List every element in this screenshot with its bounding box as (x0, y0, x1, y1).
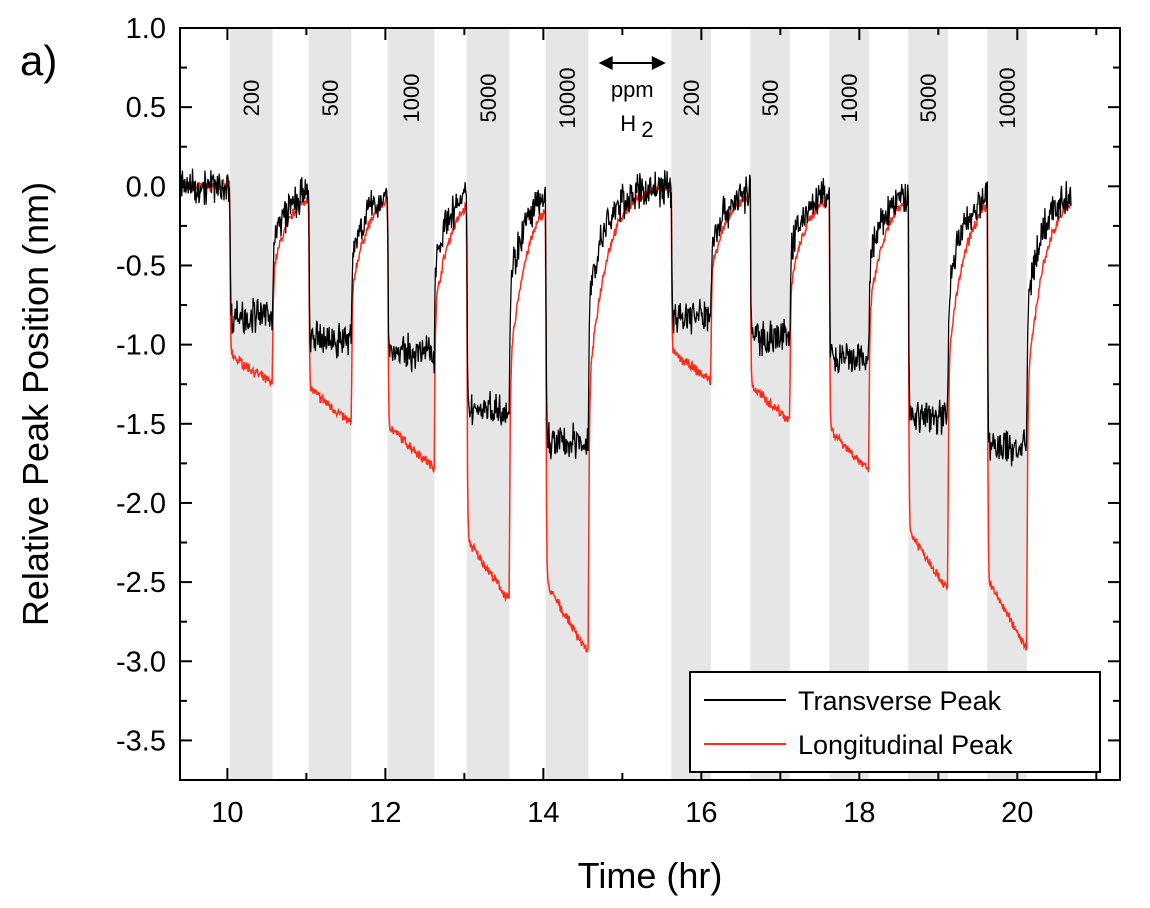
exposure-label: 500 (318, 80, 343, 117)
exposure-band (908, 28, 948, 780)
exposure-band (229, 28, 273, 780)
series-transverse-line (179, 168, 1072, 467)
annotation-gas: H (620, 111, 636, 136)
exposure-label: 200 (239, 80, 264, 117)
arrow-head-left (598, 56, 613, 70)
y-axis-title: Relative Peak Position (nm) (15, 182, 56, 626)
y-tick-label: 1.0 (126, 13, 166, 45)
data-series (179, 168, 1072, 653)
axis-ticks: 10 12 14 16 18 20 1.0 0.5 0.0 -0.5 -1.0 -1.5 -2.0 -2.… (116, 13, 1120, 829)
x-tick-label: 20 (1001, 797, 1033, 829)
y-tick-label: -1.0 (116, 330, 166, 362)
exposure-label: 1000 (399, 74, 424, 123)
exposure-labels: 200 500 1000 5000 10000 200 500 1000 5000 10000 (239, 67, 1020, 128)
exposure-bands (229, 28, 1027, 780)
ppm-h2-annotation: ppm H 2 (598, 56, 666, 142)
exposure-band (545, 28, 589, 780)
y-tick-label: 0.0 (126, 171, 166, 203)
legend-label: Longitudinal Peak (798, 730, 1013, 760)
y-tick-label: -2.5 (116, 567, 166, 599)
plot-frame (179, 27, 1121, 781)
legend-box (689, 671, 1101, 773)
x-tick-label: 14 (527, 797, 559, 829)
x-tick-label: 18 (843, 797, 875, 829)
y-tick-label: -3.5 (116, 725, 166, 757)
y-tick-label: 0.5 (126, 92, 166, 124)
exposure-label: 1000 (837, 74, 862, 123)
legend-label: Transverse Peak (798, 686, 1002, 716)
x-tick-label: 12 (369, 797, 401, 829)
x-axis-title: Time (hr) (578, 855, 723, 896)
exposure-band (671, 28, 711, 780)
exposure-label: 10000 (555, 67, 580, 128)
legend: Transverse Peak Longitudinal Peak (689, 671, 1101, 773)
annotation-unit: ppm (611, 77, 654, 102)
exposure-band (308, 28, 352, 780)
y-tick-label: -2.0 (116, 488, 166, 520)
exposure-label: 5000 (916, 74, 941, 123)
exposure-band (987, 28, 1027, 780)
exposure-label: 500 (758, 80, 783, 117)
exposure-label: 5000 (476, 74, 501, 123)
x-tick-label: 16 (685, 797, 717, 829)
exposure-band (829, 28, 869, 780)
y-tick-label: -3.0 (116, 646, 166, 678)
x-tick-label: 10 (211, 797, 243, 829)
exposure-label: 200 (679, 80, 704, 117)
annotation-gas-subscript: 2 (641, 117, 653, 142)
exposure-band (387, 28, 435, 780)
exposure-label: 10000 (995, 67, 1020, 128)
y-tick-label: -1.5 (116, 409, 166, 441)
y-tick-label: -0.5 (116, 250, 166, 282)
arrow-head-right (651, 56, 666, 70)
panel-label: a) (20, 37, 57, 84)
